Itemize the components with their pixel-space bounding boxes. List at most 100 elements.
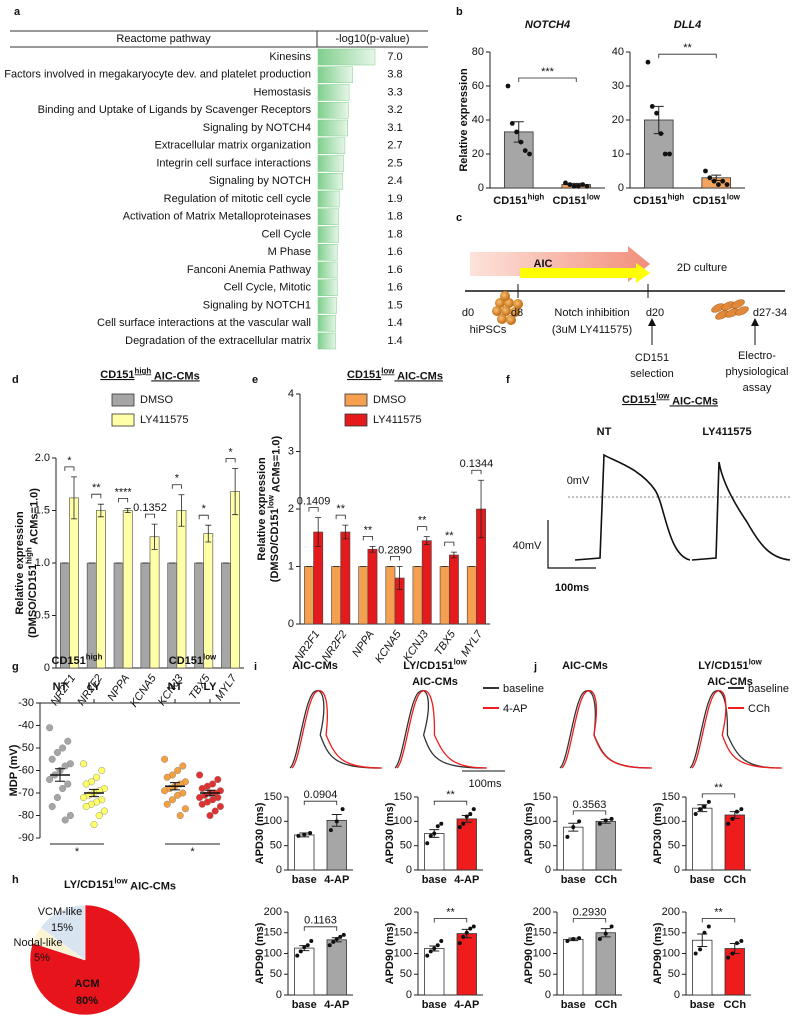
value-label: 3.3 [387,86,402,98]
x-tick-label: NR2F2 [320,629,350,664]
legend-label: LY411575 [140,414,189,426]
data-point [439,939,444,944]
data-point [198,785,206,793]
y-tick-label: 0 [276,989,282,1001]
scale-label: 100ms [555,582,589,594]
text-part: low [267,494,276,508]
value-label: 2.5 [387,157,402,169]
ap-trace [289,690,381,769]
bar [317,332,337,350]
y-axis-label: APD90 (ms) [254,922,266,984]
panel-title: AIC-CMs [292,660,338,672]
bar [317,261,338,279]
diagram-label: d27-34 [753,307,787,319]
bar [424,833,445,871]
diagram-label: CD151 [635,352,669,364]
text-part: low [381,367,395,376]
data-point [603,931,608,936]
bar [724,948,745,996]
text-part: high [25,547,34,564]
text-part: low [203,653,217,662]
y-tick-label: 40 [612,46,624,58]
data-point [59,785,67,793]
y-tick-label: 100 [264,947,282,959]
y-tick-label: 0 [545,989,551,1001]
pathway-name: Fanconi Anemia Pathway [187,264,312,276]
data-point [46,724,54,732]
significance-bracket [335,514,346,520]
y-tick-label: 0 [288,618,294,630]
y-tick-label: 200 [662,906,680,918]
significance-bracket [303,800,338,806]
text-part: high [668,193,685,202]
y-tick-label: 0 [618,182,624,194]
y-tick-label: 100 [533,947,551,959]
data-point [163,800,171,808]
y-tick-label: 50 [400,840,412,852]
data-point [216,803,224,811]
y-tick-label: 0 [276,864,282,876]
text-part: high [86,653,103,662]
x-tick-label: CCh [723,999,746,1011]
significance-label: 0.1409 [297,496,331,508]
significance-bracket [389,556,401,561]
y-tick-label: 4 [288,388,294,400]
data-point [464,930,469,935]
bar [95,510,106,669]
bar [59,562,70,669]
bar [466,566,477,625]
value-label: 7.0 [387,51,402,63]
pathway-name: Kinesins [269,51,311,63]
legend-swatch [344,413,368,427]
bar [317,315,337,332]
x-tick-label: LY [87,681,101,693]
slice-label: ACM [74,978,99,990]
error-bar [342,524,349,540]
y-tick-label: 50 [668,968,680,980]
text-part: CD151 [622,394,656,406]
diagram-label: Notch inhibition [554,307,629,319]
panel-title: AIC-CMs [562,660,608,672]
y-tick-label: 100 [394,947,412,959]
bar [304,566,314,625]
significance-bracket [118,498,129,503]
x-tick-label: NPPA [350,629,377,660]
data-point [425,841,430,846]
y-tick-label: 50 [270,968,282,980]
y-tick-label: 50 [539,840,551,852]
x-tick-label: base [292,874,317,886]
cell-cluster [492,291,523,325]
y-axis-label: Relative expression [256,457,268,561]
data-point [702,930,707,935]
diagram-label: d8 [511,307,523,319]
y-tick-label: 200 [264,906,282,918]
error-bar [478,479,485,539]
pathway-name: Activation of Matrix Metalloproteinases [123,211,312,223]
value-label: 3.1 [387,122,402,134]
y-tick-label: 20 [472,148,484,160]
bar [692,939,713,996]
y-tick-label: 0 [406,864,412,876]
legend-label: CCh [748,703,770,715]
zero-label: 0mV [567,475,590,487]
text-part: high [528,193,545,202]
significance-label: ** [92,482,101,494]
diagram-label: selection [630,368,673,380]
data-point [80,760,88,768]
data-point [46,776,54,784]
significance-label: ** [336,503,345,515]
y-tick-label: 2.0 [35,452,50,464]
data-point [461,934,466,939]
value-label: 1.4 [387,317,402,329]
data-point [206,812,214,820]
y-tick-label: 0 [478,182,484,194]
data-point [302,832,307,837]
bar [317,173,344,190]
data-point [514,129,519,135]
bar [439,566,450,625]
value-label: 1.6 [387,246,402,258]
significance-label: 0.3563 [573,799,607,811]
data-point [98,767,106,775]
bar [317,208,339,225]
significance-label: ** [714,906,723,918]
